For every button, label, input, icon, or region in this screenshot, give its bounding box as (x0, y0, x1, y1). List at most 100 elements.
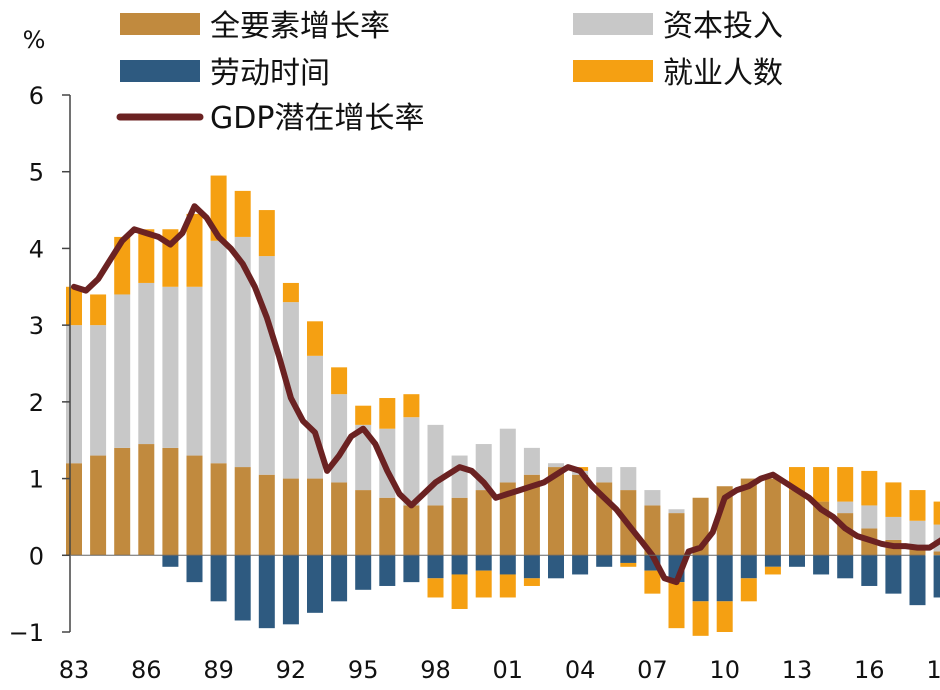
bar-hours (282, 555, 299, 625)
bar-employment (234, 190, 251, 237)
x-tick-label: 95 (348, 656, 379, 684)
bar-employment (933, 501, 940, 525)
bar-employment (499, 574, 516, 598)
bar-tfp (258, 474, 275, 556)
bar-capital (499, 428, 516, 483)
x-tick-label: 16 (854, 656, 885, 684)
bar-hours (716, 555, 733, 602)
y-tick-label: −1 (9, 619, 44, 647)
bar-employment (668, 582, 685, 629)
y-tick-label: 2 (29, 389, 44, 417)
line-layer (71, 203, 940, 586)
x-tick-label: 98 (420, 656, 451, 684)
bar-tfp (523, 474, 540, 556)
bar-hours (861, 555, 878, 586)
bar-tfp (114, 447, 131, 556)
legend-label-gdp: GDP潜在增长率 (210, 101, 424, 136)
bar-tfp (933, 551, 940, 556)
x-tick-label: 19 (926, 656, 940, 684)
bar-hours (403, 555, 420, 583)
bar-hours (789, 555, 805, 567)
bar-capital (162, 286, 179, 448)
bar-tfp (234, 467, 251, 556)
x-tick-label: 01 (493, 656, 524, 684)
bar-tfp (789, 490, 805, 556)
bar-tfp (403, 505, 420, 556)
bar-hours (307, 555, 323, 613)
bar-capital (331, 394, 348, 483)
y-tick-label: 3 (29, 312, 44, 340)
bar-tfp (740, 478, 757, 556)
bar-hours (572, 555, 589, 575)
bar-hours (355, 555, 372, 590)
legend-swatch-tfp (120, 13, 200, 35)
bar-employment (644, 570, 661, 594)
gdp-potential-growth-line (71, 203, 940, 586)
bar-capital (909, 520, 926, 548)
bar-employment (427, 578, 444, 598)
bar-hours (210, 555, 227, 602)
bar-capital (596, 467, 613, 483)
bar-tfp (331, 482, 348, 556)
bar-capital (548, 463, 564, 468)
bar-hours (740, 555, 757, 579)
bar-hours (427, 555, 444, 579)
bar-capital (90, 325, 107, 456)
bar-hours (475, 555, 492, 571)
bar-employment (379, 398, 396, 429)
bar-employment (813, 467, 830, 502)
x-tick-label: 07 (637, 656, 668, 684)
bar-employment (523, 578, 540, 586)
bar-capital (234, 236, 251, 468)
bar-employment (740, 578, 757, 602)
bar-employment (331, 367, 348, 395)
bar-employment (451, 574, 468, 609)
bar-capital (66, 325, 82, 464)
bar-employment (282, 282, 299, 303)
bar-capital (403, 417, 420, 506)
bar-employment (716, 601, 733, 632)
x-tick-label: 92 (276, 656, 307, 684)
bar-tfp (282, 478, 299, 556)
y-unit-label: % (23, 26, 46, 54)
bar-tfp (764, 478, 781, 556)
bar-hours (909, 555, 926, 606)
bars-layer (66, 175, 940, 636)
y-tick-label: 5 (29, 159, 44, 187)
bar-hours (234, 555, 251, 621)
y-tick-label: 6 (29, 82, 44, 110)
bar-employment (692, 601, 709, 636)
bar-capital (427, 424, 444, 506)
bar-employment (138, 229, 155, 283)
bar-hours (523, 555, 540, 579)
bar-employment (764, 566, 781, 575)
bar-tfp (307, 478, 323, 556)
legend-label-hours: 劳动时间 (210, 56, 330, 91)
bar-employment (66, 286, 82, 326)
bar-capital (523, 447, 540, 475)
bar-hours (186, 555, 203, 583)
bar-tfp (499, 482, 516, 556)
bar-tfp (451, 497, 468, 556)
bar-capital (138, 282, 155, 445)
x-tick-label: 04 (565, 656, 596, 684)
bar-tfp (138, 444, 155, 556)
bar-tfp (475, 490, 492, 556)
legend: 全要素增长率 资本投入 劳动时间 就业人数 GDP潜在增长率 (116, 9, 783, 136)
bar-capital (644, 490, 661, 506)
bar-tfp (668, 513, 685, 556)
bar-hours (596, 555, 613, 567)
x-tick-label: 10 (709, 656, 740, 684)
bar-hours (499, 555, 516, 575)
bar-employment (861, 470, 878, 506)
bar-employment (403, 394, 420, 418)
bar-tfp (379, 497, 396, 556)
bar-tfp (427, 505, 444, 556)
bar-hours (548, 555, 564, 579)
bar-tfp (162, 447, 179, 556)
x-tick-label: 83 (59, 656, 90, 684)
bar-hours (885, 555, 902, 594)
legend-swatch-hours (120, 60, 200, 82)
bar-tfp (548, 467, 564, 556)
